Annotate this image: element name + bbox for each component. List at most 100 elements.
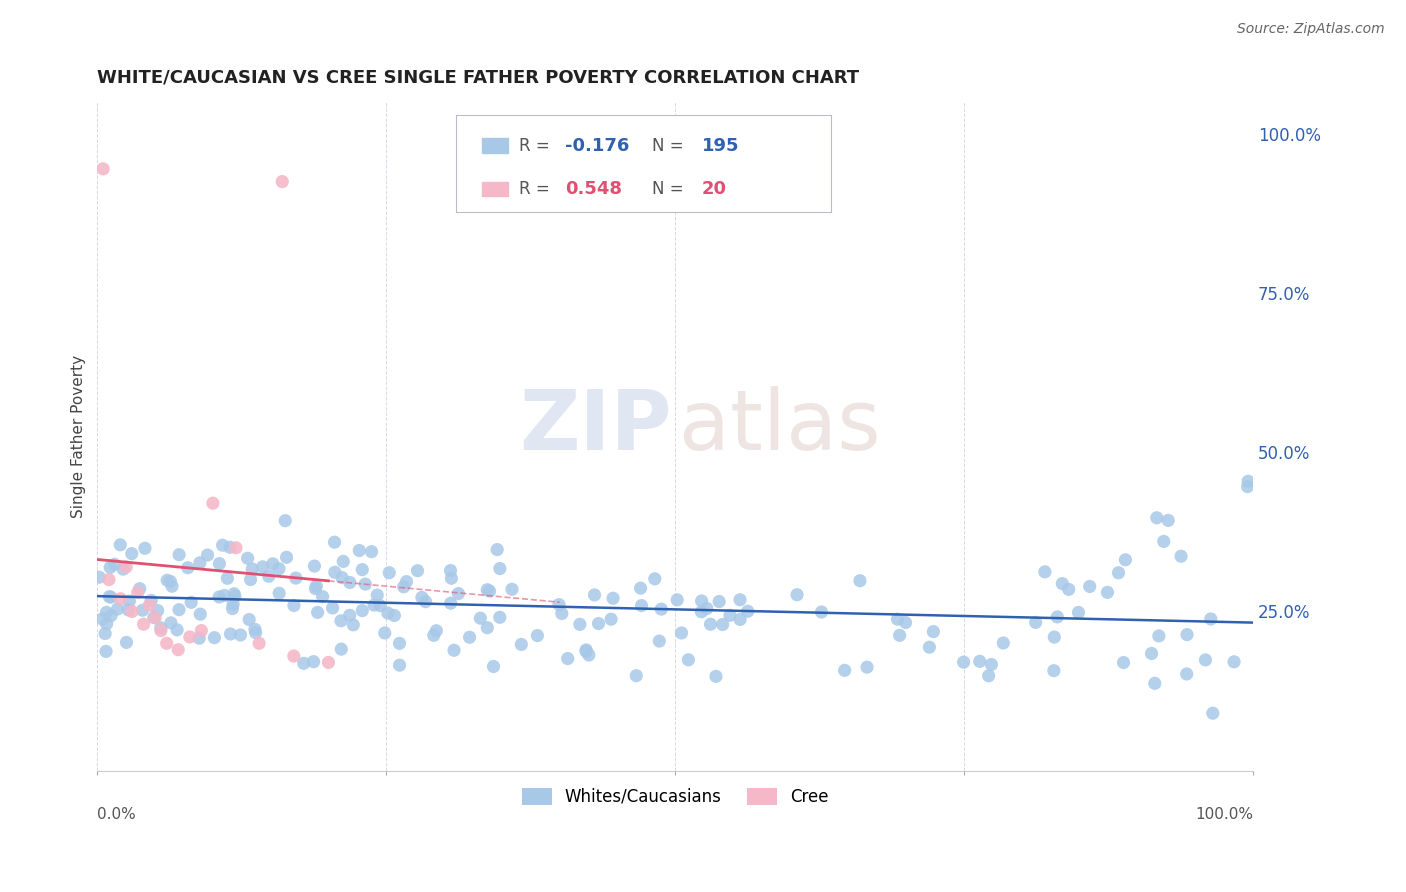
Point — [501, 582, 523, 597]
Text: Source: ZipAtlas.com: Source: ZipAtlas.com — [1237, 22, 1385, 37]
Point — [1108, 566, 1130, 580]
Point — [322, 601, 344, 615]
Point — [283, 599, 305, 613]
FancyBboxPatch shape — [482, 138, 508, 153]
Point — [262, 557, 284, 571]
Point — [204, 631, 226, 645]
Point — [551, 607, 574, 621]
Point — [568, 617, 591, 632]
Point — [1043, 664, 1066, 678]
Point — [447, 586, 470, 600]
Point — [167, 548, 190, 562]
Point — [1033, 565, 1056, 579]
Point — [382, 608, 405, 623]
Point — [188, 631, 211, 645]
Point — [91, 612, 114, 626]
Point — [922, 624, 945, 639]
Point — [240, 562, 263, 576]
Point — [392, 580, 415, 594]
Point — [217, 571, 239, 585]
Point — [856, 660, 879, 674]
Point — [304, 559, 326, 574]
Point — [142, 610, 165, 624]
Point — [575, 644, 598, 658]
Point — [1202, 706, 1225, 721]
Point — [980, 657, 1002, 672]
Point — [478, 584, 501, 599]
Point — [1143, 676, 1166, 690]
FancyBboxPatch shape — [456, 115, 831, 212]
Point — [482, 659, 505, 673]
Point — [889, 628, 911, 642]
Point — [283, 648, 305, 663]
Point — [1097, 585, 1119, 599]
Point — [699, 617, 721, 632]
Text: 0.548: 0.548 — [565, 180, 623, 198]
Point — [177, 560, 200, 574]
Point — [97, 573, 120, 587]
Point — [323, 535, 346, 549]
Point — [304, 582, 326, 596]
Point — [257, 569, 280, 583]
Point — [149, 621, 172, 635]
Point — [1147, 629, 1170, 643]
Point — [886, 612, 908, 626]
Point — [1236, 480, 1258, 494]
Point — [440, 571, 463, 585]
Point — [318, 656, 340, 670]
Point — [1067, 606, 1090, 620]
Point — [728, 592, 751, 607]
Point — [425, 624, 447, 638]
Point — [284, 571, 307, 585]
Point — [98, 590, 121, 604]
Point — [131, 603, 153, 617]
Point — [458, 630, 481, 644]
Point — [630, 599, 652, 613]
Point — [307, 606, 329, 620]
Point — [526, 629, 548, 643]
Text: 0.0%: 0.0% — [97, 807, 136, 822]
Point — [510, 637, 533, 651]
Y-axis label: Single Father Poverty: Single Father Poverty — [72, 355, 86, 518]
Point — [100, 590, 122, 604]
Point — [486, 542, 509, 557]
Point — [583, 588, 606, 602]
Point — [121, 547, 143, 561]
Point — [1146, 511, 1168, 525]
Point — [160, 579, 183, 593]
Point — [239, 573, 262, 587]
Point — [103, 558, 125, 572]
Point — [388, 658, 411, 673]
Point — [132, 617, 155, 632]
Point — [179, 630, 201, 644]
Point — [96, 606, 118, 620]
Point — [94, 626, 117, 640]
Text: atlas: atlas — [679, 386, 880, 467]
Point — [330, 642, 353, 657]
Point — [671, 626, 693, 640]
Point — [977, 669, 1000, 683]
Point — [229, 628, 252, 642]
Point — [271, 175, 294, 189]
Point — [711, 617, 734, 632]
Legend: Whites/Caucasians, Cree: Whites/Caucasians, Cree — [515, 781, 835, 813]
Point — [626, 668, 648, 682]
Point — [423, 628, 446, 642]
Point — [406, 564, 429, 578]
Point — [1175, 667, 1198, 681]
Point — [188, 607, 211, 622]
Point — [1140, 647, 1163, 661]
Point — [342, 618, 364, 632]
Point — [112, 562, 135, 576]
Point — [363, 598, 385, 612]
Point — [302, 655, 325, 669]
Point — [648, 634, 671, 648]
Point — [190, 624, 212, 638]
Point — [115, 635, 138, 649]
Point — [352, 604, 374, 618]
Point — [415, 594, 437, 608]
Point — [156, 636, 179, 650]
Point — [134, 541, 156, 556]
Point — [146, 603, 169, 617]
Point — [160, 615, 183, 630]
